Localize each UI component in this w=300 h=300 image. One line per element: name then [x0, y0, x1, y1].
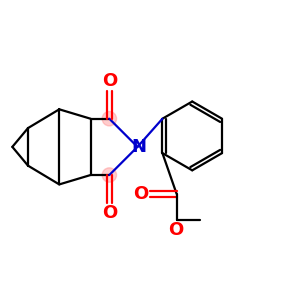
Circle shape	[102, 168, 116, 182]
Circle shape	[102, 112, 116, 126]
Text: O: O	[102, 71, 117, 89]
Text: O: O	[134, 185, 149, 203]
Text: O: O	[102, 204, 117, 222]
Text: O: O	[168, 221, 184, 239]
Text: N: N	[131, 138, 146, 156]
